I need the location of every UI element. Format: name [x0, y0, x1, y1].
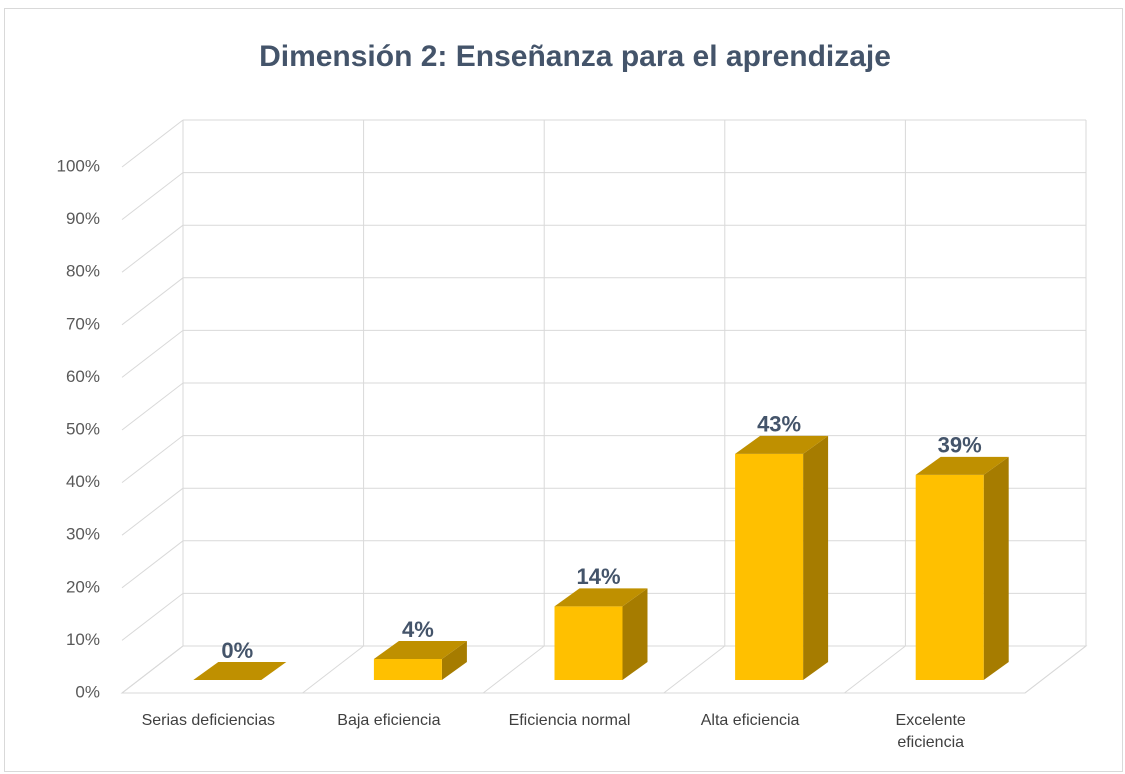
floor-divider — [302, 645, 364, 694]
value-label: 39% — [938, 433, 982, 458]
side-grid-line — [121, 540, 184, 589]
bar — [915, 474, 984, 680]
y-tick-label: 30% — [66, 525, 100, 544]
side-grid-line — [121, 435, 184, 483]
bar — [554, 606, 623, 680]
side-grid-line — [121, 172, 184, 220]
x-tick-label: Alta eficiencia — [700, 712, 800, 729]
y-tick-label: 40% — [66, 472, 100, 491]
bar-side — [622, 588, 648, 680]
y-tick-label: 70% — [66, 314, 100, 333]
x-tick-label: Serias deficiencias — [141, 712, 275, 729]
floor-divider — [1024, 645, 1087, 694]
y-tick-label: 20% — [66, 577, 100, 596]
x-tick-label: Baja eficiencia — [337, 712, 441, 729]
value-label: 4% — [402, 617, 434, 642]
bar-top — [193, 662, 287, 680]
side-grid-line — [121, 487, 184, 536]
side-grid-line — [121, 382, 184, 431]
value-label: 14% — [576, 564, 620, 589]
bar-top — [373, 640, 467, 659]
y-tick-label: 60% — [66, 367, 100, 386]
bar — [735, 453, 804, 680]
side-grid-line — [121, 277, 184, 326]
value-label: 0% — [221, 638, 253, 663]
value-label: 43% — [757, 412, 801, 437]
floor-divider — [844, 645, 906, 694]
side-grid-line — [121, 224, 184, 273]
y-tick-label: 0% — [75, 682, 100, 701]
y-tick-label: 50% — [66, 419, 100, 438]
chart-frame — [4, 8, 1123, 772]
floor-divider — [482, 645, 545, 694]
bar-side — [441, 640, 467, 680]
side-grid-line — [121, 593, 184, 641]
y-tick-label: 10% — [66, 630, 100, 649]
bar-side — [803, 435, 829, 680]
side-grid-line — [121, 330, 184, 378]
y-tick-label: 90% — [66, 209, 100, 228]
bar-top — [554, 588, 648, 607]
x-tick-label: Excelente eficiencia — [895, 712, 966, 751]
side-grid-line — [121, 119, 184, 168]
chart-title: Dimensión 2: Enseñanza para el aprendiza… — [259, 40, 891, 73]
y-tick-label: 80% — [66, 262, 100, 281]
bar-top — [735, 435, 829, 454]
x-tick-label: Eficiencia normal — [508, 712, 631, 729]
bar — [373, 658, 442, 680]
bar-side — [983, 456, 1009, 680]
side-grid-line — [121, 645, 184, 694]
y-tick-label: 100% — [57, 156, 100, 175]
bar-top — [915, 456, 1009, 475]
floor-divider — [663, 645, 726, 694]
